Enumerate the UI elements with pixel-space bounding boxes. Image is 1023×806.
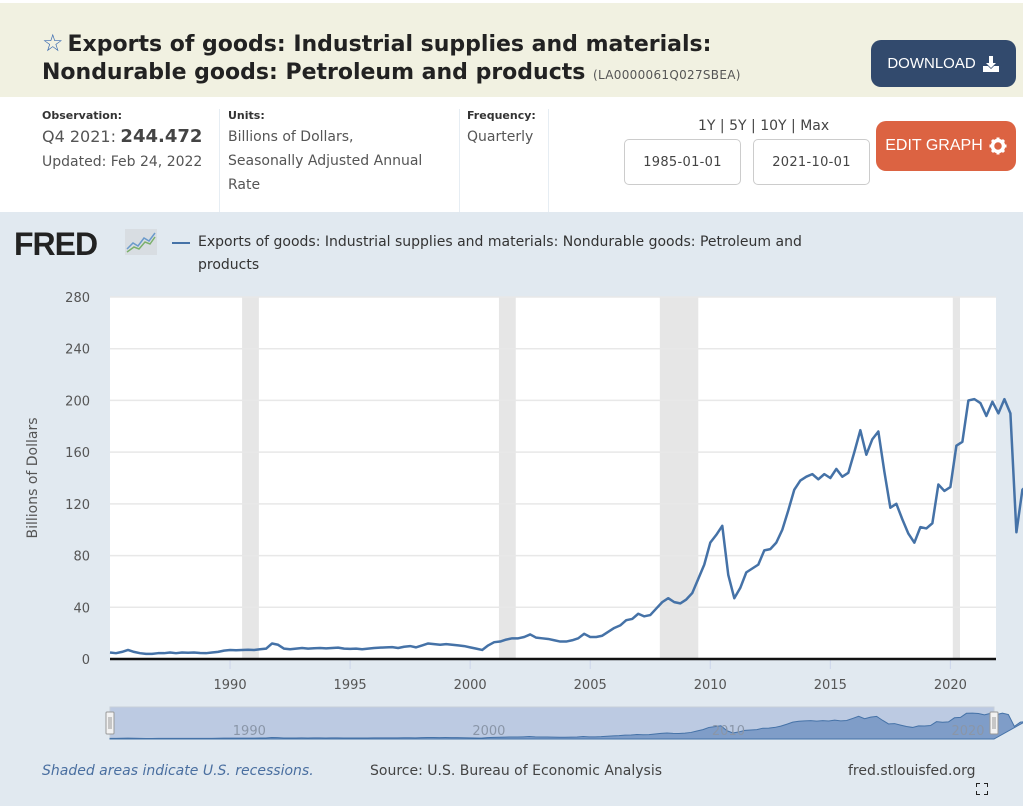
frequency-block: Frequency: Quarterly [467,109,536,149]
divider [548,109,549,212]
fullscreen-icon[interactable] [976,783,988,795]
range-separator: | [751,118,756,134]
y-tick-label: 40 [73,601,90,616]
frequency-value: Quarterly [467,129,534,145]
units-line-2: Seasonally Adjusted Annual [228,153,423,169]
gear-icon [989,137,1007,155]
chart-container: FRED Exports of goods: Industrial suppli… [0,212,1023,806]
range-links: 1Y | 5Y | 10Y | Max [698,118,829,134]
y-tick-label: 120 [65,498,90,513]
y-tick-label: 240 [65,343,90,358]
legend-label[interactable]: Exports of goods: Industrial supplies an… [198,234,802,273]
y-axis-label: Billions of Dollars [25,417,41,538]
recession-band [242,297,259,659]
updated-date: Updated: Feb 24, 2022 [42,154,203,170]
y-tick-label: 200 [65,394,90,409]
x-tick-label: 2005 [574,678,607,693]
navigator-tick-label: 2000 [472,724,505,739]
units-line-1: Billions of Dollars, [228,129,354,145]
range-5y-link[interactable]: 5Y [729,118,747,134]
title-line-2: Nondurable goods: Petroleum and products [42,60,586,85]
recession-band [659,297,699,659]
recession-band [498,297,516,659]
observation-period: Q4 2021: [42,127,116,146]
navigator-tick-label: 2010 [712,724,745,739]
line-chart: 0 40 80 120 160 200 240 280 1990 1995 2000 2005 2010… [25,291,1023,740]
recession-band [952,297,960,659]
page-title: ☆ Exports of goods: Industrial supplies a… [42,29,842,89]
site-link[interactable]: fred.stlouisfed.org [848,763,976,779]
y-tick-label: 80 [73,550,90,565]
observation-value: 244.472 [120,126,203,147]
star-outline-icon[interactable]: ☆ [42,29,64,57]
navigator-left-handle[interactable] [105,711,115,735]
title-line-1: Exports of goods: Industrial supplies an… [67,32,712,57]
y-tick-label: 280 [65,291,90,306]
observation-block: Observation: Q4 2021: 244.472 Updated: F… [42,109,202,174]
fred-logo[interactable]: FRED [14,226,98,262]
range-max-link[interactable]: Max [800,118,830,134]
start-date-input[interactable]: 1985-01-01 [624,139,741,185]
units-label: Units: [228,109,265,122]
x-tick-label: 2015 [814,678,847,693]
download-label: DOWNLOAD [887,55,976,72]
range-10y-link[interactable]: 10Y [760,118,787,134]
range-separator: | [719,118,725,134]
frequency-label: Frequency: [467,109,536,122]
y-tick-label: 0 [82,653,90,668]
source-note: Source: U.S. Bureau of Economic Analysis [370,763,663,779]
x-tick-label: 2010 [694,678,727,693]
series-code: (LA0000061Q027SBEA) [593,68,741,82]
x-tick-label: 1995 [334,678,367,693]
series-line [109,397,1023,656]
navigator-series [109,712,1023,740]
range-separator: | [791,118,796,134]
navigator-tick-label: 1990 [233,724,266,739]
navigator-tick-label: 2020 [951,724,984,739]
x-tick-label: 1990 [214,678,247,693]
end-date-input[interactable]: 2021-10-01 [753,139,870,185]
divider [219,109,220,212]
y-tick-label: 160 [65,446,90,461]
divider [459,109,460,212]
edit-graph-button[interactable]: EDIT GRAPH [876,121,1016,171]
download-button[interactable]: DOWNLOAD [871,40,1016,87]
observation-label: Observation: [42,109,123,122]
fred-chart-logo-icon [125,229,157,255]
recession-note: Shaded areas indicate U.S. recessions. [42,763,314,779]
edit-graph-label: EDIT GRAPH [885,137,983,154]
legend-line-marker [172,242,190,244]
units-block: Units: Billions of Dollars, Seasonally A… [228,109,458,197]
download-icon [982,55,999,72]
x-tick-label: 2000 [454,678,487,693]
series-header: ☆ Exports of goods: Industrial supplies a… [0,3,1023,97]
units-line-3: Rate [228,177,261,193]
range-1y-link[interactable]: 1Y [698,118,716,134]
x-tick-label: 2020 [934,678,967,693]
navigator-right-handle[interactable] [989,711,999,735]
